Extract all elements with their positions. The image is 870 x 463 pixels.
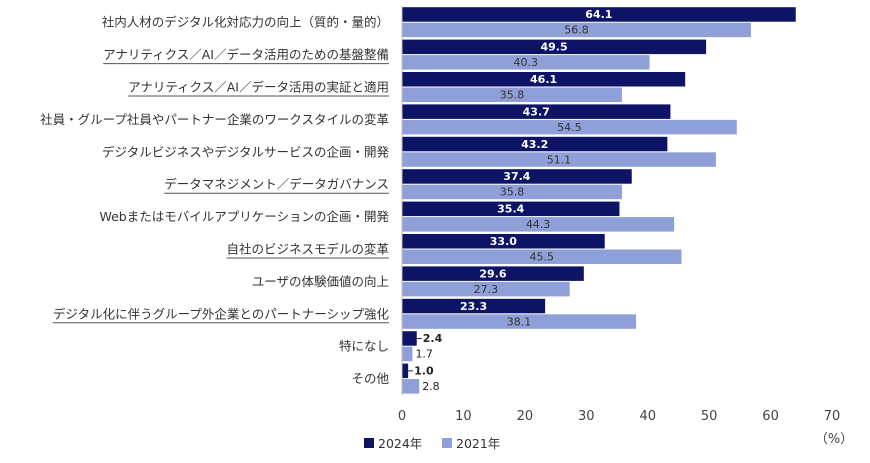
bar-2024 (402, 234, 605, 249)
category-label: 社員・グループ社員やパートナー企業のワークスタイルの変革 (40, 112, 389, 127)
value-label: 54.5 (557, 121, 582, 134)
bar-2021 (402, 55, 650, 70)
category-label: 特になし (339, 339, 389, 354)
bar-2024 (402, 136, 668, 152)
value-label: 2.4 (423, 332, 443, 345)
category-label: その他 (351, 371, 389, 386)
bar-2024 (402, 266, 584, 281)
value-label: 44.3 (526, 218, 551, 231)
x-axis-unit: （%） (815, 432, 853, 447)
value-label: 23.3 (460, 300, 487, 313)
bar-2021 (402, 217, 675, 232)
bar-2021 (402, 184, 622, 200)
value-label: 27.3 (474, 283, 499, 296)
bar-2021 (402, 379, 420, 394)
category-label: データマネジメント／データガバナンス (164, 177, 389, 192)
bar-2024 (402, 298, 546, 314)
legend-swatch (364, 438, 374, 448)
value-label: 35.8 (500, 89, 525, 102)
value-label: 35.4 (497, 203, 524, 216)
category-label: Webまたはモバイルアプリケーションの企画・開発 (99, 209, 389, 224)
value-label: 46.1 (530, 73, 557, 86)
bar-2021 (402, 119, 737, 135)
category-labels: 社内人材のデジタル化対応力の向上（質的・量的） アナリティクス／AI／データ活用の… (40, 15, 389, 386)
bar-2021 (402, 249, 682, 264)
bar-2024 (402, 363, 409, 379)
value-label: 43.7 (523, 105, 550, 118)
bar-2021 (402, 87, 622, 102)
bar-2024 (402, 7, 796, 22)
value-label: 35.8 (500, 186, 525, 199)
bar-2024 (402, 72, 686, 87)
legend-label: 2021年 (456, 436, 500, 451)
value-label: 37.4 (503, 170, 530, 183)
legend: 2024年 2021年 (364, 436, 500, 451)
value-label: 51.1 (547, 153, 572, 166)
bar-2024 (402, 39, 707, 55)
x-tick-label: 20 (517, 409, 534, 424)
value-label: 43.2 (521, 138, 548, 151)
x-tick-label: 70 (824, 409, 841, 424)
bar-2024 (402, 201, 620, 217)
x-tick-label: 0 (398, 409, 406, 424)
x-tick-label: 60 (762, 409, 779, 424)
value-label: 64.1 (585, 8, 612, 21)
value-label: 56.8 (564, 24, 589, 37)
bars (402, 7, 796, 394)
bar-2024 (402, 104, 671, 119)
x-tick-label: 50 (701, 409, 718, 424)
value-label: 2.8 (422, 380, 440, 393)
bar-2021 (402, 22, 751, 38)
x-tick-label: 40 (639, 409, 656, 424)
value-label: 1.7 (415, 348, 433, 361)
category-label: デジタルビジネスやデジタルサービスの企画・開発 (102, 144, 390, 159)
value-label: 45.5 (530, 251, 555, 264)
bar-2021 (402, 281, 570, 297)
value-label: 29.6 (479, 267, 506, 280)
category-label: 社内人材のデジタル化対応力の向上（質的・量的） (102, 15, 389, 30)
bar-2021 (402, 346, 413, 362)
value-label: 1.0 (414, 365, 434, 378)
bar-2021 (402, 152, 716, 167)
bar-2024 (402, 169, 632, 184)
category-label: アナリティクス／AI／データ活用のための基盤整備 (103, 47, 389, 62)
category-label: ユーザの体験価値の向上 (252, 274, 389, 289)
value-labels: 64.1 56.8 49.540.3 46.1 35.8 43.7 54.5 43.2 51.1… (408, 8, 612, 393)
legend-swatch (442, 438, 452, 448)
category-label: アナリティクス／AI／データ活用の実証と適用 (128, 80, 389, 95)
value-label: 38.1 (507, 315, 532, 328)
value-label: 40.3 (514, 56, 539, 69)
value-label: 49.5 (540, 41, 567, 54)
category-label: デジタル化に伴うグループ外企業とのパートナーシップ強化 (53, 306, 390, 321)
x-tick-label: 10 (455, 409, 472, 424)
category-label: 自社のビジネスモデルの変革 (226, 242, 389, 257)
bar-2024 (402, 331, 417, 346)
bar-2021 (402, 314, 637, 329)
x-axis-ticks: 0 10 20 30 40 50 60 70 (398, 409, 840, 424)
value-label: 33.0 (490, 235, 517, 248)
legend-label: 2024年 (378, 436, 422, 451)
x-tick-label: 30 (578, 409, 595, 424)
